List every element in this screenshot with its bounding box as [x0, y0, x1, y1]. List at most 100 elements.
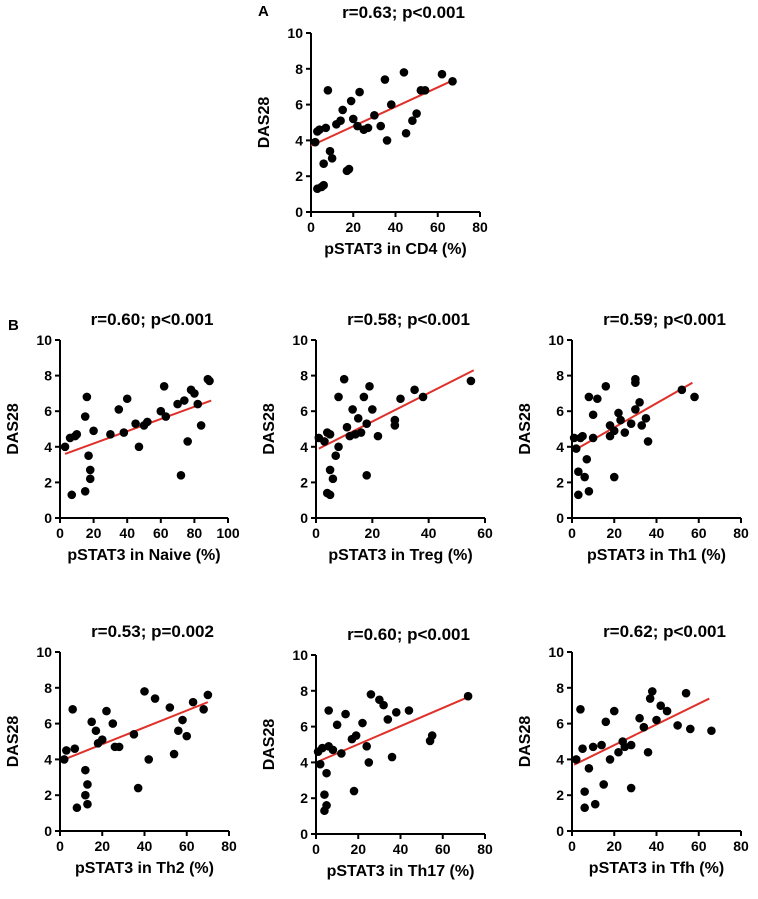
data-point — [597, 740, 606, 750]
data-point — [325, 146, 335, 156]
data-point — [114, 405, 124, 414]
data-point — [580, 787, 589, 796]
data-point — [129, 730, 139, 739]
data-point — [427, 731, 437, 740]
x-tick-label: 0 — [56, 525, 64, 541]
y-tick-label: 6 — [295, 97, 303, 113]
data-point — [387, 752, 397, 762]
data-point — [144, 755, 154, 764]
data-point — [686, 724, 695, 734]
y-tick-label: 0 — [556, 510, 564, 526]
y-axis-label: DAS28 — [261, 403, 278, 455]
data-point — [119, 428, 129, 437]
data-point — [67, 490, 77, 500]
x-axis-label: pSTAT3 in Th17 (%) — [327, 863, 475, 880]
x-tick-label: 60 — [179, 838, 195, 854]
y-tick-label: 2 — [44, 787, 52, 803]
data-point — [338, 105, 347, 115]
chart-title: r=0.58; p<0.001 — [347, 310, 470, 329]
y-tick-label: 2 — [300, 474, 308, 490]
data-point — [188, 697, 198, 707]
data-point — [673, 721, 682, 730]
data-point — [404, 706, 414, 715]
x-tick-label: 60 — [435, 841, 451, 857]
data-point — [362, 419, 372, 428]
y-axis-label: DAS28 — [5, 716, 22, 768]
chart-title: r=0.59; p<0.001 — [603, 310, 726, 329]
data-point — [635, 713, 644, 723]
data-point — [203, 690, 213, 700]
data-point — [690, 392, 699, 402]
data-point — [334, 442, 343, 452]
y-axis-label: DAS28 — [256, 97, 273, 149]
data-point — [584, 487, 594, 496]
data-point — [382, 136, 392, 145]
y-axis-label: DAS28 — [517, 403, 534, 455]
data-point — [321, 123, 331, 133]
data-point — [662, 706, 672, 716]
data-point — [339, 374, 349, 384]
data-point — [84, 451, 93, 461]
chart-title: r=0.60; p<0.001 — [347, 625, 470, 644]
data-point — [341, 709, 350, 719]
data-point — [578, 744, 587, 753]
data-point — [169, 749, 179, 759]
data-point — [106, 430, 115, 439]
data-point — [180, 396, 189, 405]
data-point — [342, 422, 352, 432]
data-point — [85, 474, 95, 484]
data-point — [588, 742, 598, 752]
data-point — [183, 437, 192, 446]
data-point — [631, 378, 640, 388]
data-point — [645, 694, 655, 703]
data-point — [196, 421, 206, 430]
y-axis-label: DAS28 — [5, 403, 22, 455]
data-point — [580, 803, 589, 813]
data-point — [328, 474, 338, 484]
data-point — [635, 398, 644, 407]
y-tick-label: 10 — [287, 25, 303, 41]
data-point — [344, 164, 354, 174]
data-point — [578, 431, 587, 441]
y-tick-label: 8 — [300, 368, 308, 384]
chart-title: r=0.60; p<0.001 — [91, 310, 214, 329]
data-point — [639, 722, 649, 732]
data-point — [626, 740, 636, 750]
data-point — [601, 717, 611, 727]
data-point — [677, 385, 687, 395]
data-point — [614, 747, 623, 757]
chart-th2: r=0.53; p=0.002 0 2 4 6 8 10 0 20 40 60 80 pSTAT3 in… — [5, 622, 237, 877]
data-point — [182, 731, 192, 741]
data-point — [323, 85, 333, 95]
data-point — [351, 731, 361, 740]
data-point — [466, 376, 476, 386]
data-point — [593, 394, 602, 404]
data-point — [322, 801, 331, 810]
y-tick-label: 10 — [36, 644, 52, 660]
y-tick-label: 0 — [556, 823, 564, 839]
data-point — [176, 470, 186, 480]
data-point — [173, 399, 182, 409]
data-point — [605, 755, 615, 764]
x-axis-label: pSTAT3 in CD4 (%) — [324, 241, 467, 258]
data-point — [319, 159, 328, 168]
data-point — [178, 715, 187, 725]
y-tick-label: 6 — [556, 716, 564, 732]
data-point — [325, 490, 335, 500]
y-tick-label: 0 — [44, 510, 52, 526]
y-axis-label: DAS28 — [261, 719, 278, 771]
data-point — [324, 706, 333, 715]
data-point — [656, 701, 666, 710]
data-point — [131, 419, 140, 428]
y-tick-label: 8 — [44, 680, 52, 696]
data-point — [410, 385, 419, 395]
x-tick-label: 40 — [137, 838, 153, 854]
data-point — [322, 768, 331, 778]
data-point — [616, 415, 625, 425]
y-tick-label: 4 — [295, 132, 303, 148]
y-tick-label: 4 — [300, 754, 308, 770]
data-point — [83, 799, 92, 809]
data-point — [609, 706, 619, 716]
x-tick-label: 20 — [606, 838, 622, 854]
x-axis-label: pSTAT3 in Th1 (%) — [587, 547, 726, 564]
